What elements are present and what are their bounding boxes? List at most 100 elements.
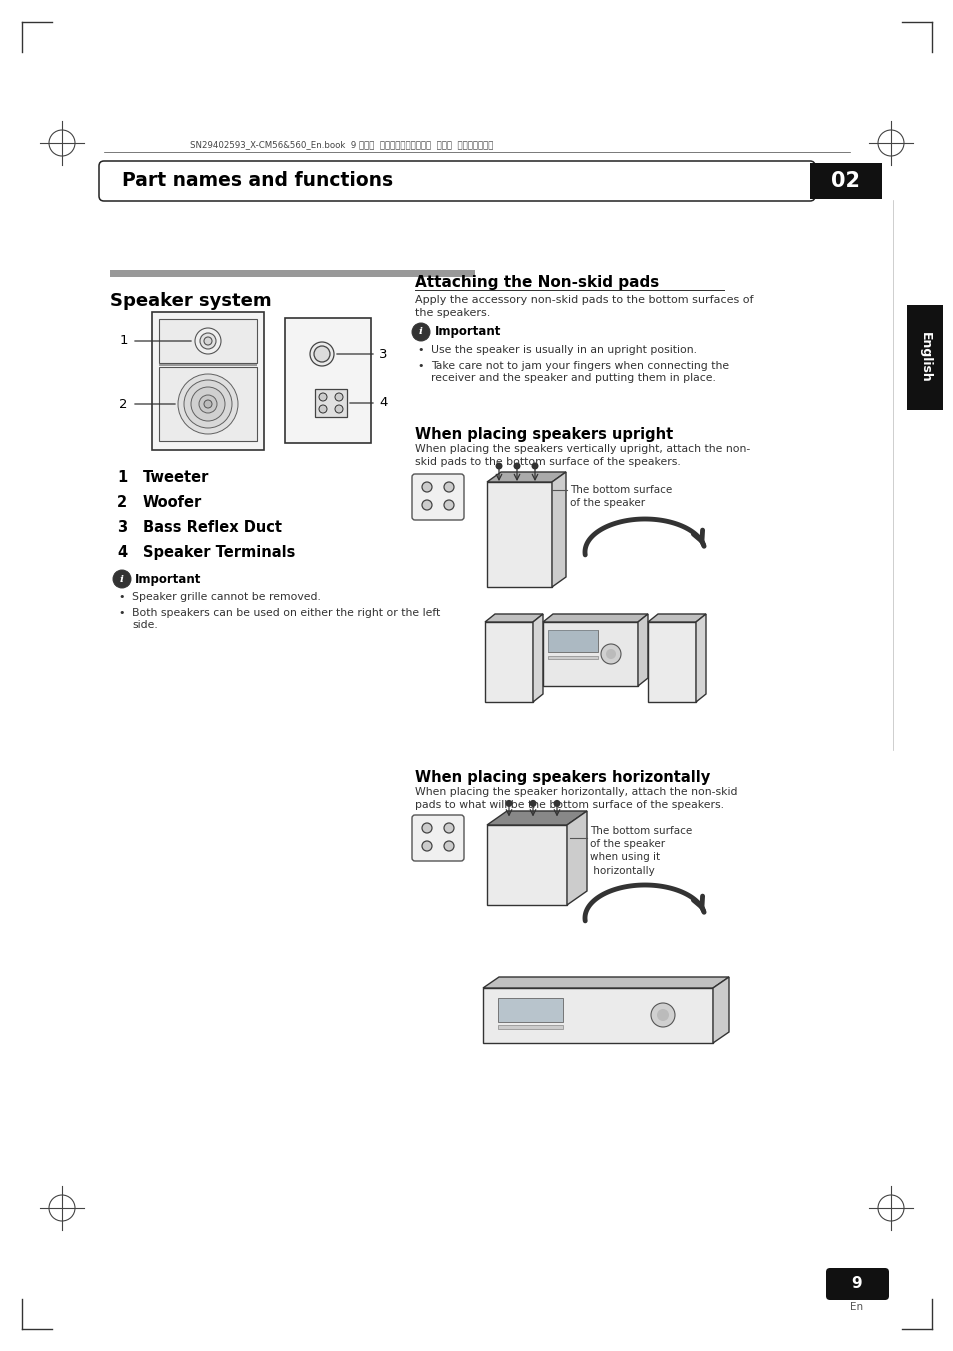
Text: 9: 9 (851, 1277, 862, 1292)
Polygon shape (552, 471, 565, 586)
Polygon shape (712, 977, 728, 1043)
Bar (486, 825, 566, 905)
Polygon shape (696, 613, 705, 703)
Text: Bass Reflex Duct: Bass Reflex Duct (143, 520, 282, 535)
Text: SN29402593_X-CM56&560_En.book  9 ページ  ２０１６年５月２７日  金曜日  午後３時４７分: SN29402593_X-CM56&560_En.book 9 ページ ２０１６… (190, 141, 493, 149)
Polygon shape (486, 471, 565, 482)
Text: Important: Important (435, 326, 501, 339)
Circle shape (412, 323, 430, 340)
Circle shape (657, 1009, 668, 1021)
Text: 4: 4 (378, 396, 387, 409)
Text: The bottom surface
of the speaker
when using it
 horizontally: The bottom surface of the speaker when u… (589, 825, 692, 875)
Circle shape (529, 800, 536, 807)
Polygon shape (638, 613, 647, 686)
Text: •: • (417, 345, 424, 355)
Text: Both speakers can be used on either the right or the left
side.: Both speakers can be used on either the … (132, 608, 439, 630)
Polygon shape (484, 613, 542, 621)
FancyBboxPatch shape (99, 161, 814, 201)
Text: The bottom surface
of the speaker: The bottom surface of the speaker (569, 485, 672, 508)
Text: 3: 3 (378, 347, 387, 361)
Polygon shape (482, 977, 728, 988)
Text: Tweeter: Tweeter (143, 470, 209, 485)
Circle shape (421, 842, 432, 851)
Text: 2: 2 (117, 494, 127, 509)
FancyBboxPatch shape (412, 474, 463, 520)
Text: •: • (118, 608, 125, 617)
Bar (159, 319, 256, 363)
Circle shape (605, 648, 616, 659)
Bar (497, 1025, 562, 1029)
Text: •: • (417, 361, 424, 372)
Text: Attaching the Non-skid pads: Attaching the Non-skid pads (415, 276, 659, 290)
Circle shape (553, 800, 560, 807)
Bar (497, 998, 562, 1021)
Bar (647, 621, 696, 703)
Text: Apply the accessory non-skid pads to the bottom surfaces of
the speakers.: Apply the accessory non-skid pads to the… (415, 295, 753, 319)
Circle shape (513, 462, 520, 470)
Bar (314, 389, 347, 417)
Circle shape (115, 571, 129, 586)
Text: •: • (118, 592, 125, 603)
Circle shape (421, 823, 432, 834)
Bar (809, 163, 882, 199)
Text: Part names and functions: Part names and functions (122, 172, 393, 190)
Text: 1: 1 (119, 335, 128, 347)
Circle shape (318, 393, 327, 401)
Circle shape (314, 346, 330, 362)
Text: Speaker system: Speaker system (110, 292, 272, 309)
Circle shape (443, 482, 454, 492)
Text: En: En (849, 1302, 862, 1312)
Bar (906, 305, 942, 409)
Text: Speaker Terminals: Speaker Terminals (143, 544, 295, 561)
Circle shape (191, 386, 225, 422)
Text: When placing the speaker horizontally, attach the non-skid
pads to what will be : When placing the speaker horizontally, a… (415, 788, 737, 811)
Circle shape (335, 393, 343, 401)
Text: i: i (418, 327, 422, 336)
Circle shape (310, 342, 334, 366)
Circle shape (505, 800, 512, 807)
Circle shape (178, 374, 237, 434)
Text: 1: 1 (117, 470, 127, 485)
Text: Take care not to jam your fingers when connecting the
receiver and the speaker a: Take care not to jam your fingers when c… (431, 361, 728, 382)
Bar (542, 621, 638, 686)
Text: Important: Important (135, 573, 201, 585)
Circle shape (204, 400, 212, 408)
Polygon shape (647, 613, 705, 621)
Circle shape (184, 380, 232, 428)
Text: Speaker grille cannot be removed.: Speaker grille cannot be removed. (132, 592, 320, 603)
Polygon shape (566, 811, 586, 905)
Bar (159, 367, 256, 440)
Circle shape (199, 394, 216, 413)
Bar (486, 482, 552, 586)
Bar (482, 988, 712, 1043)
Text: 3: 3 (117, 520, 127, 535)
Circle shape (600, 644, 620, 663)
Circle shape (495, 462, 502, 470)
Text: When placing speakers upright: When placing speakers upright (415, 427, 673, 442)
Circle shape (650, 1002, 675, 1027)
Text: When placing speakers horizontally: When placing speakers horizontally (415, 770, 709, 785)
Circle shape (200, 332, 215, 349)
Circle shape (204, 336, 212, 345)
Bar (152, 312, 264, 450)
Circle shape (421, 482, 432, 492)
Bar (547, 630, 598, 653)
Circle shape (443, 842, 454, 851)
Bar (547, 630, 598, 653)
Text: i: i (120, 574, 124, 584)
Circle shape (318, 405, 327, 413)
Polygon shape (542, 613, 647, 621)
Circle shape (531, 462, 537, 470)
Text: English: English (918, 331, 930, 382)
Bar (285, 317, 371, 443)
Circle shape (194, 328, 221, 354)
Bar (159, 363, 256, 366)
Text: 4: 4 (117, 544, 127, 561)
Circle shape (443, 500, 454, 509)
Text: 2: 2 (119, 397, 128, 411)
Text: Woofer: Woofer (143, 494, 202, 509)
Circle shape (335, 405, 343, 413)
Circle shape (112, 570, 131, 588)
Bar (110, 270, 475, 277)
FancyBboxPatch shape (825, 1269, 888, 1300)
